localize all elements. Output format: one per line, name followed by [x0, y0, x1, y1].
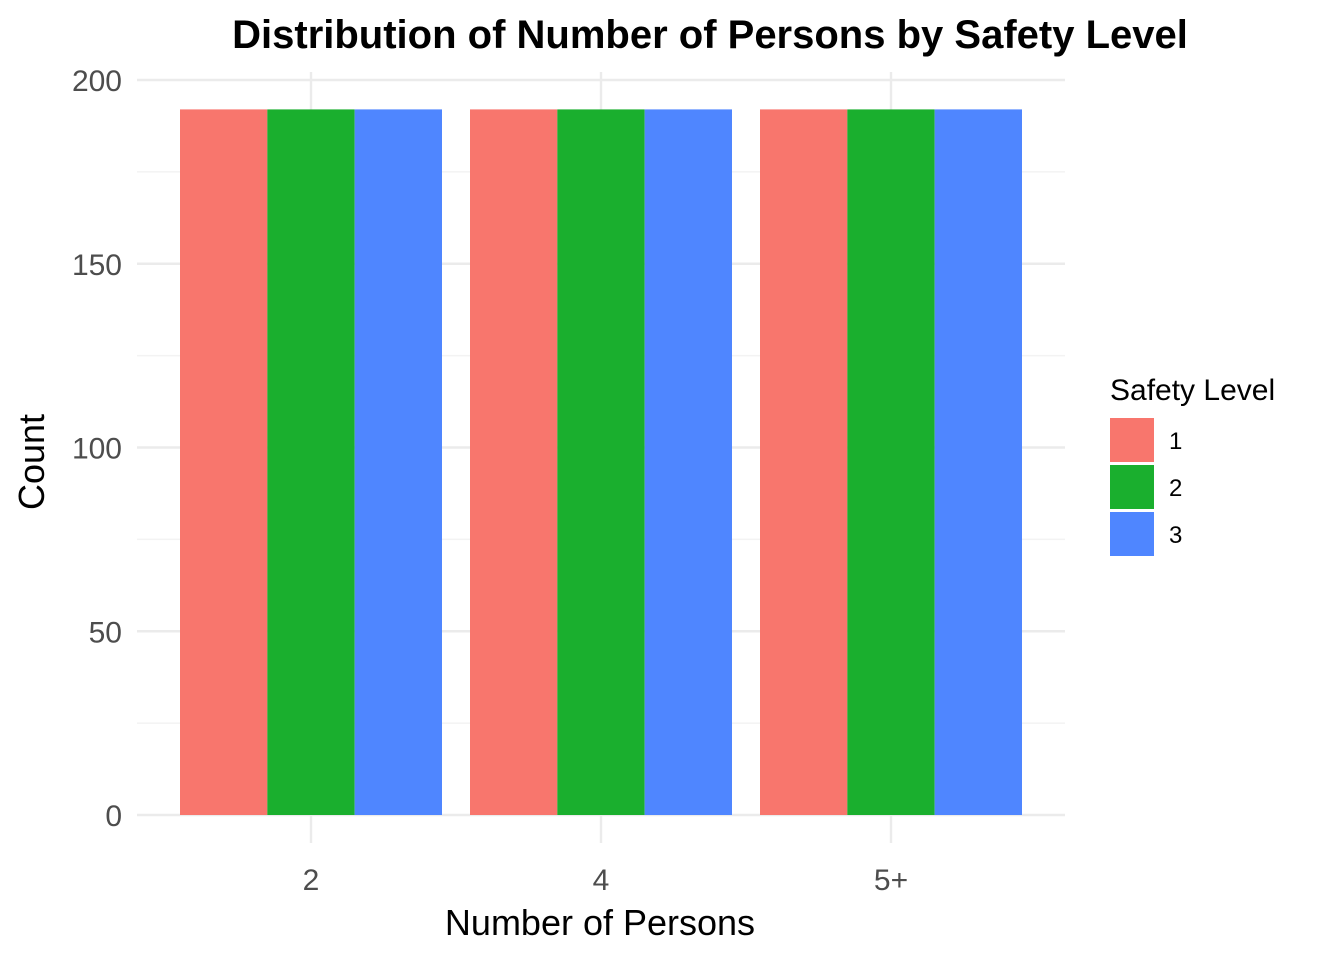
bar-5+-safety-3 — [934, 109, 1022, 815]
y-tick-label: 150 — [72, 249, 122, 282]
y-axis-title: Count — [11, 414, 52, 510]
bar-2-safety-1 — [180, 109, 268, 815]
y-tick-label: 50 — [89, 616, 122, 649]
bar-5+-safety-2 — [847, 109, 935, 815]
legend-title: Safety Level — [1110, 374, 1275, 407]
bar-4-safety-2 — [557, 109, 645, 815]
legend-key-2 — [1110, 465, 1154, 509]
legend-key-1 — [1110, 418, 1154, 462]
legend-label-1: 1 — [1169, 428, 1182, 455]
x-tick-label: 2 — [303, 864, 320, 897]
legend-key-3 — [1110, 512, 1154, 556]
legend: Safety Level 1 2 3 — [1110, 374, 1275, 556]
legend-label-3: 3 — [1169, 522, 1182, 549]
bar-2-safety-2 — [267, 109, 355, 815]
x-tick-label: 5+ — [874, 864, 908, 897]
bar-4-safety-1 — [470, 109, 558, 815]
bar-4-safety-3 — [644, 109, 732, 815]
x-tick-label: 4 — [593, 864, 610, 897]
ticks-layer: 0 50 100 150 200 2 4 5+ — [72, 65, 908, 897]
y-tick-label: 0 — [105, 800, 122, 833]
legend-label-2: 2 — [1169, 475, 1182, 502]
bars-layer — [180, 109, 1022, 815]
bar-5+-safety-1 — [760, 109, 848, 815]
legend-items: 1 2 3 — [1110, 418, 1182, 556]
y-tick-label: 200 — [72, 65, 122, 98]
y-tick-label: 100 — [72, 433, 122, 466]
chart-title: Distribution of Number of Persons by Saf… — [232, 13, 1188, 57]
bar-2-safety-3 — [354, 109, 442, 815]
x-axis-title: Number of Persons — [445, 902, 755, 943]
